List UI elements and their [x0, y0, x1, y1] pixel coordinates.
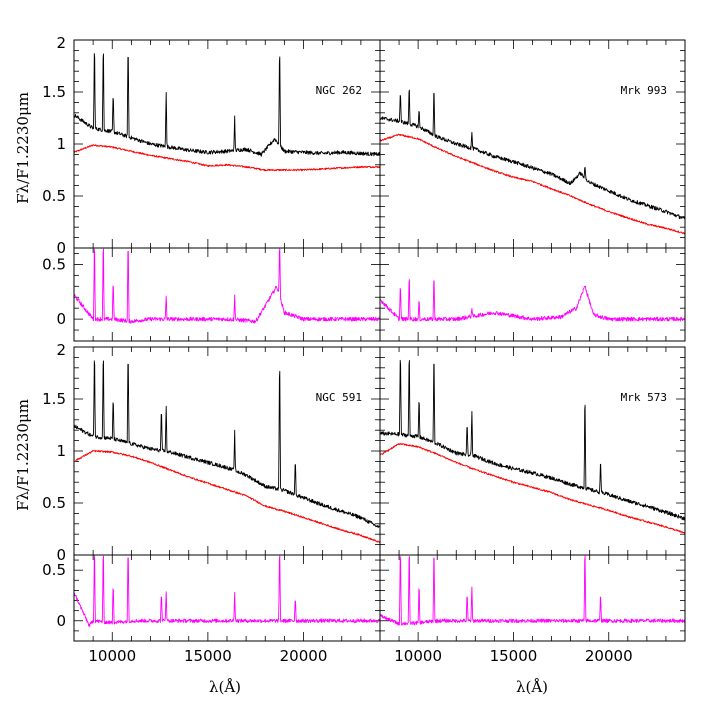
data-lines [380, 279, 685, 322]
axis-text: Fλ/F1.2230μm Fλ/F1.2230μm λ(Å) λ(Å) [14, 92, 548, 696]
residual-subplot: 00.5 [42, 247, 381, 342]
subplot-frame [73, 554, 381, 642]
tick-marks [73, 555, 381, 642]
x-axis-label-right: λ(Å) [516, 678, 548, 696]
tick-marks [379, 248, 686, 342]
data-lines [380, 555, 685, 626]
residual-spectrum-line [380, 555, 685, 626]
spectrum-subplot: NGC 591 0 0.5 1 1.5 2 [42, 341, 381, 564]
spectrum-subplot: NGC 262 0 0.5 1 1.5 2 [42, 34, 381, 257]
x-axis-label-left: λ(Å) [209, 678, 241, 696]
y-tick-label: 0 [56, 310, 66, 328]
tick-marks [379, 555, 686, 642]
y-tick-label: 0 [56, 546, 66, 564]
model-spectrum-line [380, 133, 685, 235]
data-lines [74, 248, 380, 324]
subplot-frame [73, 39, 381, 249]
x-tick-label: 15000 [490, 647, 538, 665]
y-tick-label: 0.5 [42, 255, 66, 273]
y-tick-label: 2 [56, 34, 66, 52]
x-tick-label: 15000 [184, 647, 232, 665]
observed-spectrum-line [74, 360, 380, 529]
data-lines [74, 555, 380, 627]
observed-spectrum-line [380, 359, 685, 521]
y-tick-label: 1 [56, 135, 66, 153]
model-spectrum-line [74, 449, 380, 544]
residual-subplot: 0 0.5 10000 15000 20000 [42, 554, 381, 665]
residual-spectrum-line [74, 248, 380, 324]
panel-mrk-993: Mrk 993 [379, 39, 686, 342]
y-tick-label: 0.5 [42, 561, 66, 579]
y-tick-label: 0.5 [42, 187, 66, 205]
tick-marks [73, 248, 381, 342]
x-tick-label: 10000 [88, 647, 136, 665]
tick-marks [73, 346, 381, 556]
y-tick-label: 1 [56, 442, 66, 460]
residual-subplot: 10000 15000 20000 [379, 554, 686, 665]
tick-marks [379, 39, 686, 249]
y-tick-label: 1.5 [42, 83, 66, 101]
object-label: Mrk 993 [621, 84, 667, 97]
object-label: NGC 262 [316, 84, 362, 97]
model-spectrum-line [380, 442, 685, 535]
model-spectrum-line [74, 144, 380, 172]
data-lines [74, 53, 380, 172]
subplot-frame [379, 346, 686, 556]
residual-spectrum-line [74, 555, 380, 627]
data-lines [380, 359, 685, 535]
y-tick-label: 2 [56, 341, 66, 359]
observed-spectrum-line [380, 89, 685, 220]
y-axis-label-top: Fλ/F1.2230μm [14, 92, 32, 204]
y-tick-label: 1.5 [42, 390, 66, 408]
data-lines [380, 89, 685, 235]
subplot-frame [73, 247, 381, 342]
residual-subplot [379, 247, 686, 342]
y-tick-label: 0.5 [42, 494, 66, 512]
tick-marks [379, 346, 686, 556]
spectrum-subplot: Mrk 993 [379, 39, 686, 249]
subplot-frame [379, 554, 686, 642]
data-lines [74, 360, 380, 544]
spectrum-subplot: Mrk 573 [379, 346, 686, 556]
subplot-frame [379, 247, 686, 342]
panel-mrk-573: Mrk 573 10000 15000 20000 [379, 346, 686, 665]
x-tick-label: 10000 [394, 647, 442, 665]
subplot-frame [379, 39, 686, 249]
x-tick-label: 20000 [280, 647, 328, 665]
object-label: NGC 591 [316, 391, 362, 404]
tick-marks [73, 39, 381, 249]
x-tick-label: 20000 [585, 647, 633, 665]
y-tick-label: 0 [56, 612, 66, 630]
subplot-frame [73, 346, 381, 556]
residual-spectrum-line [380, 279, 685, 322]
y-axis-label-bottom: Fλ/F1.2230μm [14, 399, 32, 511]
y-tick-label: 0 [56, 239, 66, 257]
observed-spectrum-line [74, 53, 380, 157]
object-label: Mrk 573 [621, 391, 667, 404]
